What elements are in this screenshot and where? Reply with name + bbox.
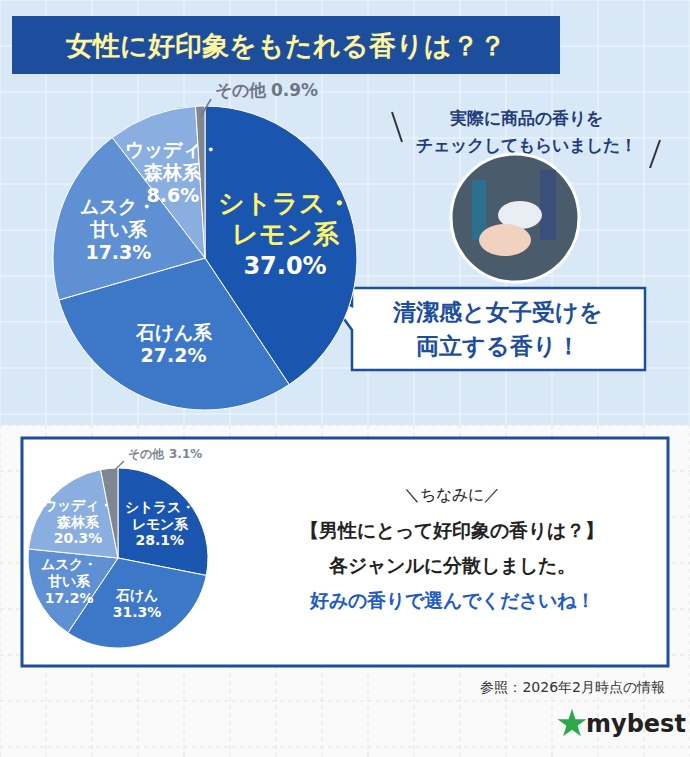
label-line: ウッディ・ — [125, 138, 220, 160]
bg-grid — [0, 747, 690, 748]
canvas: 女性に好印象をもたれる香りは？？ 実際に商品の香りをチェックしてもらいました！ 清潔… — [0, 0, 690, 757]
photo-hand — [479, 224, 531, 256]
bg-grid — [0, 414, 690, 415]
label-category: 石けん系 — [135, 321, 213, 343]
callout-text: 清潔感と女子受けを — [392, 299, 603, 325]
label-category: 石けん — [115, 587, 158, 603]
label-line: ムスク・ — [41, 556, 97, 572]
top-panel — [0, 0, 690, 425]
bg-grid — [0, 0, 690, 1]
label-line: レモン系 — [232, 219, 340, 249]
label-category: ウッディ・森林系 — [125, 138, 220, 183]
page: 女性に好印象をもたれる香りは？？ 実際に商品の香りをチェックしてもらいました！ 清潔… — [0, 0, 690, 757]
chart-title: 女性に好印象をもたれる香りは？？ — [65, 30, 506, 61]
outside-label: その他0.9% — [215, 80, 318, 100]
body-text: 好みの香りで選んでくださいね！ — [309, 589, 595, 611]
label-line: レモン系 — [132, 516, 189, 532]
note-text: 実際に商品の香りを — [449, 108, 603, 128]
brand-star — [558, 709, 587, 737]
label-line: 石けん系 — [135, 321, 213, 343]
leader-line — [110, 461, 124, 475]
slice-labels: シトラス・レモン系 37.0% 石けん系27.2% ムスク・甘い系17.3% ウッディ・… — [80, 80, 352, 366]
photo — [451, 154, 579, 282]
label-category: ムスク・甘い系 — [41, 556, 97, 589]
aside-text: ＼ちなみに／ — [404, 485, 500, 504]
label-value: 28.1% — [135, 532, 184, 548]
photo-bottle — [540, 170, 556, 240]
pie-chart: シトラス・レモン系 37.0% 石けん系27.2% ムスク・甘い系17.3% ウッディ・… — [53, 80, 357, 410]
label-value: 0.9% — [271, 80, 318, 100]
source-text: 参照：2026年2月時点の情報 — [480, 679, 665, 695]
callout-box — [326, 288, 645, 370]
label-value: 8.6% — [147, 184, 200, 206]
label-value: 3.1% — [169, 447, 202, 461]
note-deco — [650, 140, 660, 168]
callout-text: 両立する香り！ — [416, 333, 580, 359]
label-category: シトラス・レモン系 — [125, 499, 195, 532]
bg-grid — [0, 425, 1, 757]
label-line: ムスク・ — [80, 195, 156, 217]
pie-chart: シトラス・レモン系28.1% 石けん31.3% ムスク・甘い系17.2% ウッディ・森… — [28, 447, 208, 648]
background — [0, 0, 690, 757]
label-category: ウッディ・森林系 — [43, 497, 113, 530]
label-line: 甘い系 — [89, 218, 148, 240]
label-value: 20.3% — [54, 530, 103, 546]
label-category: シトラス・レモン系 — [218, 188, 352, 249]
bg-grid — [0, 701, 690, 702]
label-line: シトラス・ — [218, 188, 352, 218]
brand-text: mybest — [586, 710, 686, 738]
bg-grid — [0, 92, 690, 93]
page-background — [0, 0, 690, 757]
outside-label: その他 3.1% — [128, 447, 202, 461]
bottom-box — [22, 438, 668, 666]
chart-title: 【男性にとって好印象の香りは？】 — [300, 519, 604, 541]
pie-slice — [118, 468, 208, 575]
slices — [53, 106, 357, 410]
leader-line — [201, 99, 211, 117]
note-deco — [392, 112, 402, 142]
photo-bg — [451, 154, 579, 282]
label-line: 石けん — [115, 587, 158, 603]
note-text: チェックしてもらいました！ — [416, 135, 637, 155]
bg-grid — [0, 0, 1, 425]
body-text: 各ジャンルに分散しました。 — [328, 554, 576, 576]
label-line: シトラス・ — [125, 499, 195, 515]
label-category: その他 — [128, 447, 165, 461]
pie-slice — [101, 468, 118, 558]
label-line: 森林系 — [143, 161, 202, 183]
label-value: 17.2% — [45, 590, 94, 606]
label-category: ムスク・甘い系 — [80, 195, 156, 240]
label-value: 31.3% — [113, 604, 162, 620]
pie-slice — [28, 549, 118, 633]
label-value: 17.3% — [85, 241, 151, 263]
label-line: ウッディ・ — [43, 497, 113, 513]
label-value: 27.2% — [141, 344, 207, 366]
photo-border — [451, 154, 579, 282]
label-line: 甘い系 — [47, 573, 91, 589]
label-value: 37.0% — [243, 252, 326, 280]
label-line: 森林系 — [56, 514, 100, 530]
label-category: その他 — [215, 80, 267, 100]
slices — [28, 468, 208, 648]
slice-labels: シトラス・レモン系28.1% 石けん31.3% ムスク・甘い系17.2% ウッディ・森… — [41, 447, 202, 620]
title-banner — [12, 16, 560, 74]
